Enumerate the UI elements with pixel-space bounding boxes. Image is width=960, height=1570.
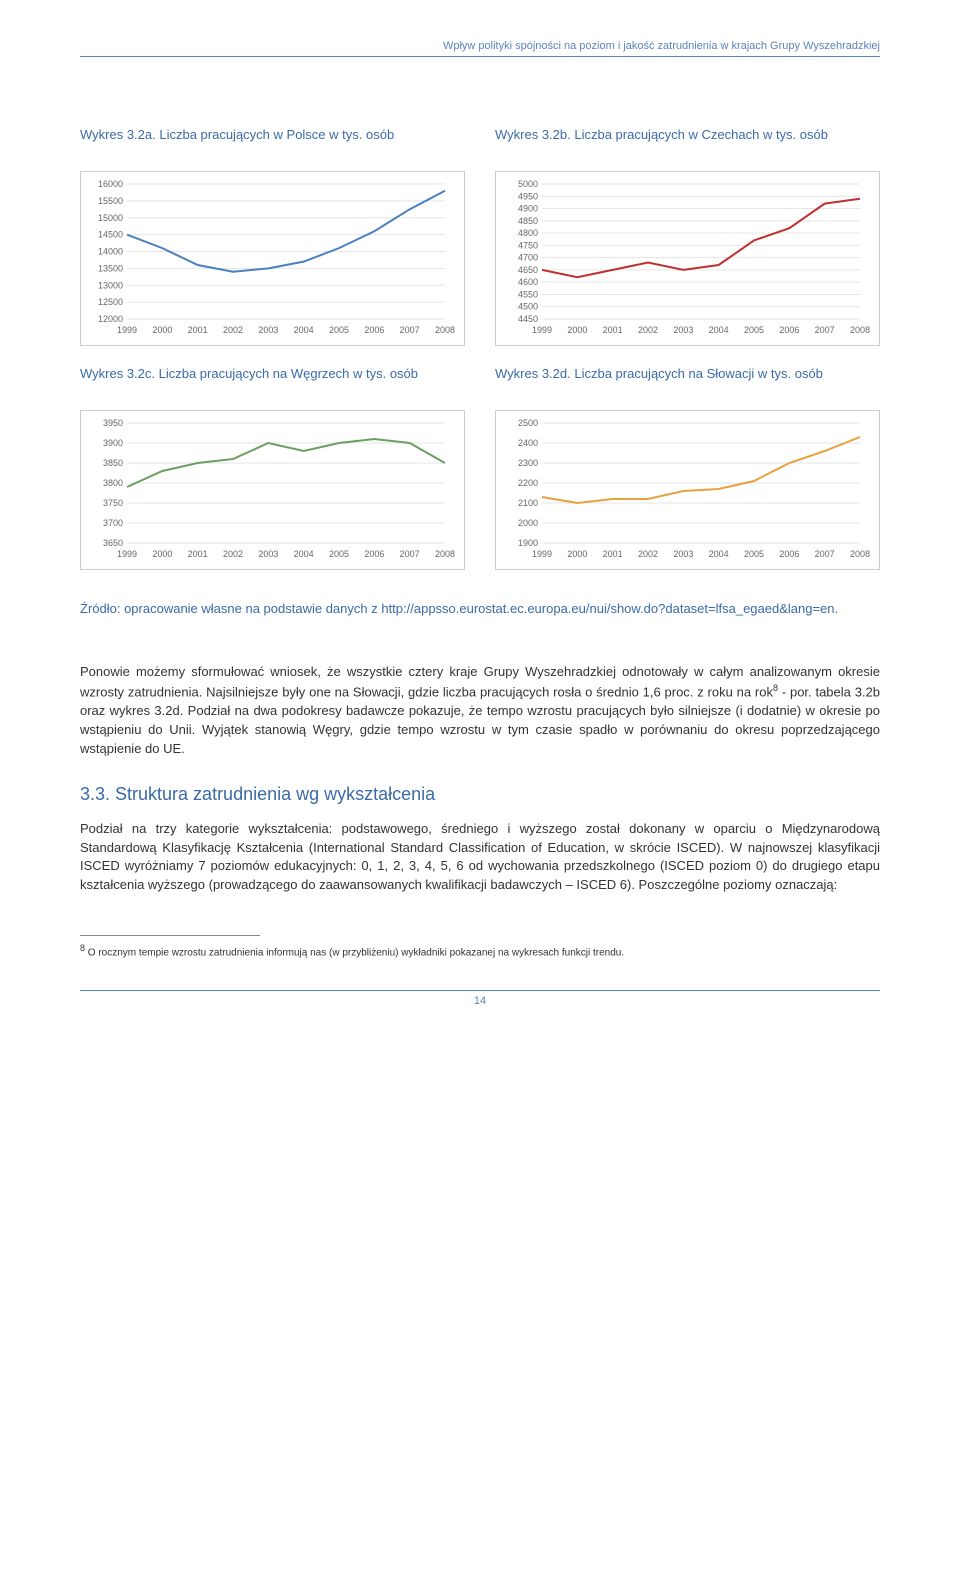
chart-box: 3650 3700 3750 3800 3850 3900 3950 1999 2000 2001… (80, 410, 465, 570)
paragraph1-text: Ponowie możemy sformułować wniosek, że w… (80, 664, 880, 699)
svg-text:2200: 2200 (518, 478, 538, 488)
svg-text:13500: 13500 (98, 263, 123, 273)
paragraph-2: Podział na trzy kategorie wykształcenia:… (80, 820, 880, 895)
svg-text:4600: 4600 (518, 277, 538, 287)
svg-text:3650: 3650 (103, 538, 123, 548)
svg-text:2300: 2300 (518, 458, 538, 468)
svg-text:2003: 2003 (673, 325, 693, 335)
chart-title: Wykres 3.2c. Liczba pracujących na Węgrz… (80, 366, 465, 400)
svg-text:2006: 2006 (364, 549, 384, 559)
svg-text:2000: 2000 (152, 549, 172, 559)
chart-title: Wykres 3.2d. Liczba pracujących na Słowa… (495, 366, 880, 400)
svg-text:2400: 2400 (518, 438, 538, 448)
svg-text:2004: 2004 (294, 325, 314, 335)
svg-text:2008: 2008 (850, 325, 870, 335)
svg-text:2002: 2002 (638, 325, 658, 335)
svg-text:2007: 2007 (400, 325, 420, 335)
svg-text:3700: 3700 (103, 518, 123, 528)
page-number: 14 (80, 990, 880, 1007)
svg-text:2000: 2000 (567, 549, 587, 559)
svg-text:2005: 2005 (744, 549, 764, 559)
chart-title: Wykres 3.2a. Liczba pracujących w Polsce… (80, 127, 465, 161)
svg-text:2008: 2008 (850, 549, 870, 559)
svg-text:4800: 4800 (518, 228, 538, 238)
svg-text:3800: 3800 (103, 478, 123, 488)
svg-text:2001: 2001 (188, 549, 208, 559)
svg-text:1999: 1999 (532, 325, 552, 335)
svg-text:15000: 15000 (98, 213, 123, 223)
svg-text:2005: 2005 (744, 325, 764, 335)
svg-text:14000: 14000 (98, 247, 123, 257)
svg-text:14500: 14500 (98, 230, 123, 240)
svg-text:2003: 2003 (673, 549, 693, 559)
svg-text:15500: 15500 (98, 196, 123, 206)
svg-text:2000: 2000 (152, 325, 172, 335)
svg-text:2000: 2000 (567, 325, 587, 335)
footnote-separator (80, 935, 260, 936)
svg-text:2002: 2002 (223, 325, 243, 335)
svg-text:2002: 2002 (223, 549, 243, 559)
svg-text:4950: 4950 (518, 191, 538, 201)
svg-text:2001: 2001 (188, 325, 208, 335)
svg-text:2007: 2007 (815, 549, 835, 559)
svg-text:2000: 2000 (518, 518, 538, 528)
svg-text:4500: 4500 (518, 302, 538, 312)
svg-text:2004: 2004 (709, 325, 729, 335)
chart-title: Wykres 3.2b. Liczba pracujących w Czecha… (495, 127, 880, 161)
svg-text:4650: 4650 (518, 265, 538, 275)
svg-text:2004: 2004 (294, 549, 314, 559)
footnote: 8 O rocznym tempie wzrostu zatrudnienia … (80, 942, 880, 960)
chart-cell-3: Wykres 3.2d. Liczba pracujących na Słowa… (495, 366, 880, 570)
svg-text:12000: 12000 (98, 314, 123, 324)
chart-box: 4450 4500 4550 4600 4650 4700 4750 4800 4850 4900… (495, 171, 880, 346)
paragraph-1: Ponowie możemy sformułować wniosek, że w… (80, 663, 880, 759)
svg-text:3900: 3900 (103, 438, 123, 448)
svg-text:2008: 2008 (435, 549, 455, 559)
chart-cell-1: Wykres 3.2b. Liczba pracujących w Czecha… (495, 127, 880, 346)
svg-text:2004: 2004 (709, 549, 729, 559)
svg-text:1900: 1900 (518, 538, 538, 548)
svg-text:4450: 4450 (518, 314, 538, 324)
svg-text:2007: 2007 (400, 549, 420, 559)
svg-text:2500: 2500 (518, 418, 538, 428)
svg-text:4900: 4900 (518, 204, 538, 214)
svg-text:16000: 16000 (98, 179, 123, 189)
svg-text:13000: 13000 (98, 280, 123, 290)
svg-text:2006: 2006 (779, 549, 799, 559)
svg-text:1999: 1999 (117, 325, 137, 335)
chart-box: 1900 2000 2100 2200 2300 2400 2500 1999 2000 2001… (495, 410, 880, 570)
svg-text:2005: 2005 (329, 325, 349, 335)
chart-grid: Wykres 3.2a. Liczba pracujących w Polsce… (80, 127, 880, 570)
svg-text:2002: 2002 (638, 549, 658, 559)
svg-text:3750: 3750 (103, 498, 123, 508)
svg-text:5000: 5000 (518, 179, 538, 189)
footnote-text: O rocznym tempie wzrostu zatrudnienia in… (85, 947, 624, 958)
svg-text:4750: 4750 (518, 240, 538, 250)
svg-text:2006: 2006 (364, 325, 384, 335)
svg-text:3950: 3950 (103, 418, 123, 428)
svg-text:2007: 2007 (815, 325, 835, 335)
svg-text:3850: 3850 (103, 458, 123, 468)
svg-text:4700: 4700 (518, 253, 538, 263)
svg-text:2003: 2003 (258, 549, 278, 559)
chart-cell-2: Wykres 3.2c. Liczba pracujących na Węgrz… (80, 366, 465, 570)
svg-text:2005: 2005 (329, 549, 349, 559)
svg-text:2100: 2100 (518, 498, 538, 508)
chart-box: 12000 12500 13000 13500 14000 14500 15000 15500… (80, 171, 465, 346)
svg-text:1999: 1999 (532, 549, 552, 559)
svg-text:2001: 2001 (603, 549, 623, 559)
chart-cell-0: Wykres 3.2a. Liczba pracujących w Polsce… (80, 127, 465, 346)
section-heading: 3.3. Struktura zatrudnienia wg wykształc… (80, 784, 880, 805)
svg-text:1999: 1999 (117, 549, 137, 559)
svg-text:4550: 4550 (518, 289, 538, 299)
running-header: Wpływ polityki spójności na poziom i jak… (80, 40, 880, 57)
svg-text:2001: 2001 (603, 325, 623, 335)
svg-text:2003: 2003 (258, 325, 278, 335)
svg-text:2006: 2006 (779, 325, 799, 335)
svg-text:12500: 12500 (98, 297, 123, 307)
source-label: Źródło: opracowanie własne na podstawie … (80, 600, 880, 618)
svg-text:2008: 2008 (435, 325, 455, 335)
svg-text:4850: 4850 (518, 216, 538, 226)
